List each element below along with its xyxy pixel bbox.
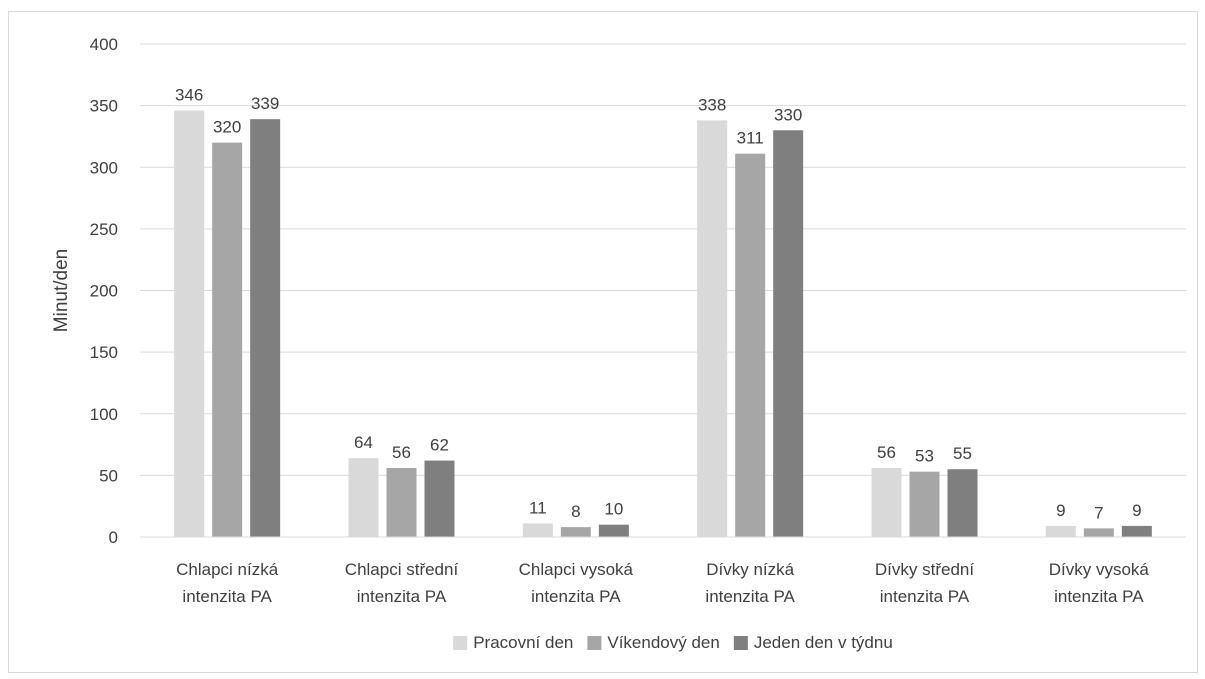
bar [871,467,902,537]
y-tick-label: 100 [90,405,118,424]
bar [212,142,243,537]
y-tick-label: 200 [90,282,118,301]
y-tick-label: 0 [109,528,118,547]
bar [947,469,978,537]
y-tick-label: 400 [90,35,118,54]
bar [1045,525,1076,537]
x-category-label: intenzita PA [1054,587,1144,606]
legend-swatch [587,636,602,650]
data-label: 346 [175,86,203,105]
bar [735,153,766,537]
data-label: 53 [915,447,934,466]
legend: Pracovní den Víkendový den Jeden den v týd… [453,633,893,652]
x-category-label: Dívky střední [875,560,974,579]
data-label: 311 [737,129,764,148]
bar [1121,525,1152,537]
x-category-label: intenzita PA [705,587,795,606]
data-label: 55 [953,444,972,463]
x-category-label: intenzita PA [357,587,447,606]
chart-frame [8,11,1198,673]
legend-label: Jeden den v týdnu [754,633,893,652]
data-label: 330 [774,105,802,124]
x-category-label: Chlapci střední [345,560,459,579]
data-label: 9 [1056,501,1065,520]
data-label: 338 [698,95,726,114]
data-label: 56 [392,443,411,462]
data-label: 64 [354,433,373,452]
data-label: 320 [213,118,241,137]
x-category-label: Dívky vysoká [1049,560,1150,579]
y-tick-label: 350 [90,97,118,116]
x-category-label: Chlapci vysoká [519,560,634,579]
gridlines [140,43,1186,476]
data-label: 10 [604,500,623,519]
legend-swatch [733,636,748,650]
data-label: 9 [1132,501,1141,520]
data-label: 8 [571,502,580,521]
y-tick-label: 50 [99,466,118,485]
data-labels: 346 320 339 64 56 62 11 8 10 338 311 330 56 53 55 9 7 9 [175,86,1142,523]
data-label: 7 [1094,503,1103,522]
y-tick-label: 300 [90,158,118,177]
legend-label: Víkendový den [607,633,719,652]
bars [174,110,1152,538]
x-category-label: Chlapci nízká [176,560,279,579]
bar [348,458,379,537]
legend-swatch [453,636,468,650]
y-axis-tick-labels: 0 50 100 150 200 250 300 350 400 [90,35,118,547]
bar [250,119,281,538]
x-category-label: intenzita PA [182,587,272,606]
x-axis-category-labels: Chlapci nízká intenzita PA Chlapci střední… [176,560,1149,606]
bar [773,130,804,537]
bar [697,120,728,537]
y-tick-label: 150 [90,343,118,362]
bar [386,467,417,537]
bar [909,471,940,537]
bar [560,527,591,537]
bar [424,460,455,537]
data-label: 11 [529,498,547,517]
bar [598,524,629,537]
legend-label: Pracovní den [473,633,573,652]
bar [1083,528,1114,537]
data-label: 56 [877,443,896,462]
x-category-label: intenzita PA [880,587,970,606]
data-label: 62 [430,436,449,455]
bar [174,110,205,538]
x-category-label: Dívky nízká [706,560,794,579]
y-axis-title: Minut/den [51,249,72,332]
bar [522,523,553,537]
y-tick-label: 250 [90,220,118,239]
data-label: 339 [251,94,279,113]
x-category-label: intenzita PA [531,587,621,606]
